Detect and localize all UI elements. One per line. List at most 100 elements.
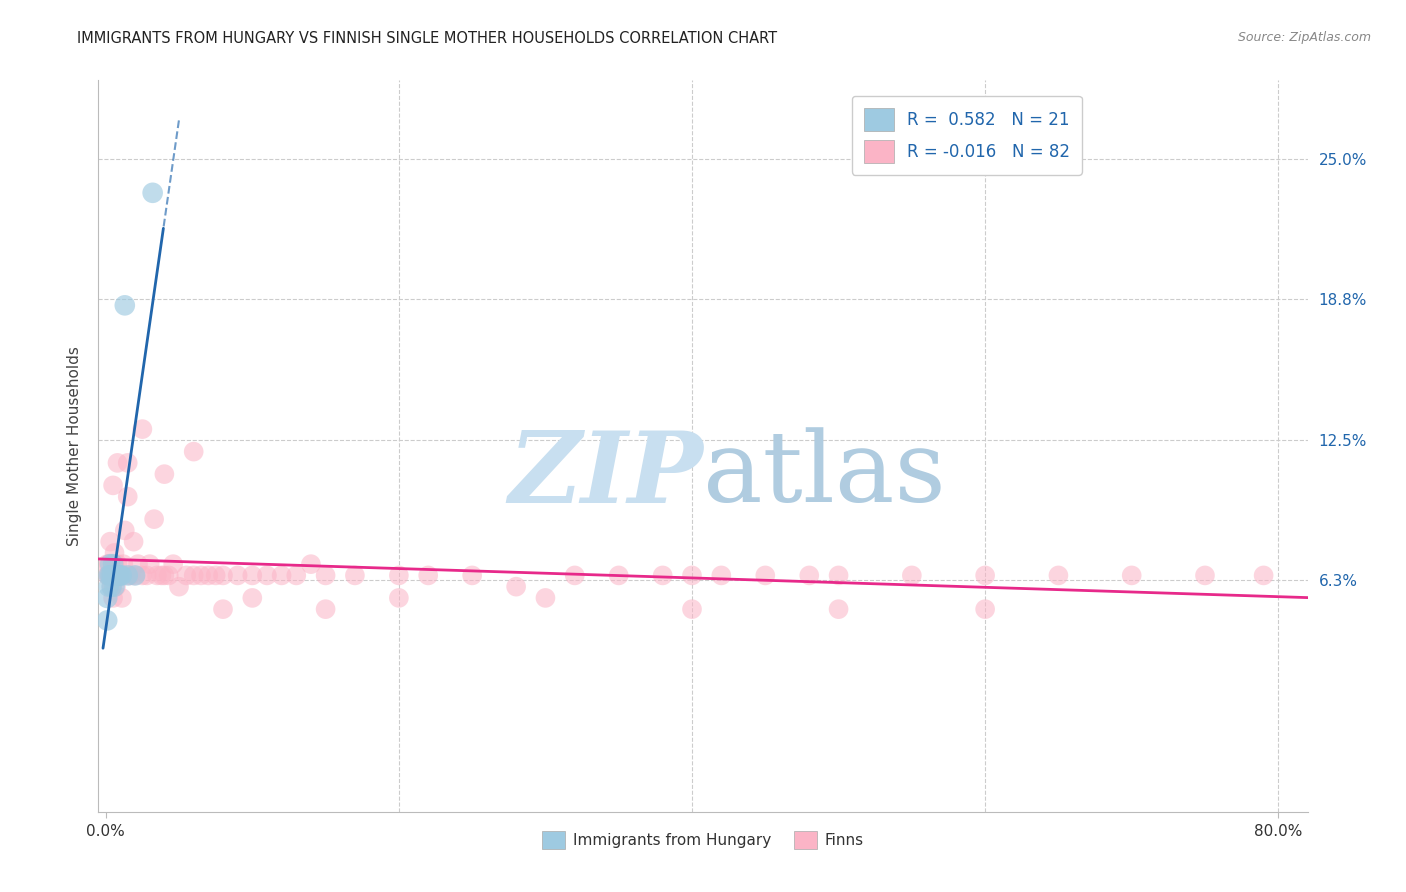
Point	[681, 602, 703, 616]
Point	[131, 568, 153, 582]
Point	[98, 568, 121, 582]
Point	[190, 568, 212, 582]
Point	[135, 568, 157, 582]
Point	[461, 568, 484, 582]
Point	[240, 568, 263, 582]
Point	[105, 580, 128, 594]
Point	[153, 467, 176, 482]
Point	[1047, 568, 1070, 582]
Point	[97, 557, 120, 571]
Point	[226, 568, 249, 582]
Point	[183, 444, 205, 458]
Point	[167, 580, 190, 594]
Point	[117, 568, 139, 582]
Point	[124, 568, 146, 582]
Point	[153, 568, 176, 582]
Point	[710, 568, 733, 582]
Point	[110, 568, 132, 582]
Point	[285, 568, 308, 582]
Point	[101, 557, 124, 571]
Point	[120, 568, 142, 582]
Point	[107, 568, 129, 582]
Point	[150, 568, 173, 582]
Point	[197, 568, 219, 582]
Point	[96, 614, 118, 628]
Point	[418, 568, 440, 582]
Point	[107, 557, 129, 571]
Point	[176, 568, 198, 582]
Point	[651, 568, 673, 582]
Point	[114, 524, 136, 538]
Point	[114, 298, 136, 312]
Text: ZIP: ZIP	[508, 427, 703, 524]
Point	[111, 591, 134, 605]
Point	[142, 186, 165, 200]
Point	[112, 557, 135, 571]
Point	[117, 456, 139, 470]
Point	[146, 568, 169, 582]
Point	[183, 568, 205, 582]
Text: atlas: atlas	[703, 427, 946, 523]
Point	[212, 568, 235, 582]
Point	[974, 602, 997, 616]
Point	[138, 557, 160, 571]
Point	[131, 422, 153, 436]
Point	[98, 534, 121, 549]
Point	[256, 568, 278, 582]
Point	[96, 568, 118, 582]
Point	[96, 591, 118, 605]
Point	[901, 568, 924, 582]
Point	[103, 568, 125, 582]
Point	[103, 557, 125, 571]
Point	[98, 557, 121, 571]
Point	[100, 568, 122, 582]
Point	[122, 534, 145, 549]
Point	[105, 568, 128, 582]
Point	[754, 568, 776, 582]
Point	[101, 478, 124, 492]
Point	[212, 602, 235, 616]
Point	[299, 557, 322, 571]
Point	[100, 568, 122, 582]
Point	[505, 580, 527, 594]
Point	[343, 568, 366, 582]
Point	[110, 568, 132, 582]
Point	[1121, 568, 1143, 582]
Point	[162, 557, 184, 571]
Point	[157, 568, 180, 582]
Text: Source: ZipAtlas.com: Source: ZipAtlas.com	[1237, 31, 1371, 45]
Point	[100, 580, 122, 594]
Point	[124, 568, 146, 582]
Point	[101, 591, 124, 605]
Point	[204, 568, 226, 582]
Point	[97, 568, 120, 582]
Point	[107, 456, 129, 470]
Point	[100, 580, 122, 594]
Point	[1194, 568, 1216, 582]
Point	[143, 512, 166, 526]
Point	[270, 568, 292, 582]
Point	[108, 568, 131, 582]
Point	[827, 568, 849, 582]
Point	[681, 568, 703, 582]
Point	[564, 568, 586, 582]
Point	[315, 568, 337, 582]
Point	[111, 568, 134, 582]
Point	[315, 602, 337, 616]
Point	[103, 580, 125, 594]
Point	[974, 568, 997, 582]
Legend: Immigrants from Hungary, Finns: Immigrants from Hungary, Finns	[536, 824, 870, 855]
Text: IMMIGRANTS FROM HUNGARY VS FINNISH SINGLE MOTHER HOUSEHOLDS CORRELATION CHART: IMMIGRANTS FROM HUNGARY VS FINNISH SINGL…	[77, 31, 778, 46]
Point	[108, 568, 131, 582]
Point	[118, 568, 141, 582]
Point	[388, 568, 411, 582]
Point	[799, 568, 821, 582]
Point	[1253, 568, 1275, 582]
Point	[101, 568, 124, 582]
Point	[97, 568, 120, 582]
Point	[827, 602, 849, 616]
Point	[388, 591, 411, 605]
Point	[607, 568, 630, 582]
Point	[105, 568, 128, 582]
Point	[96, 557, 118, 571]
